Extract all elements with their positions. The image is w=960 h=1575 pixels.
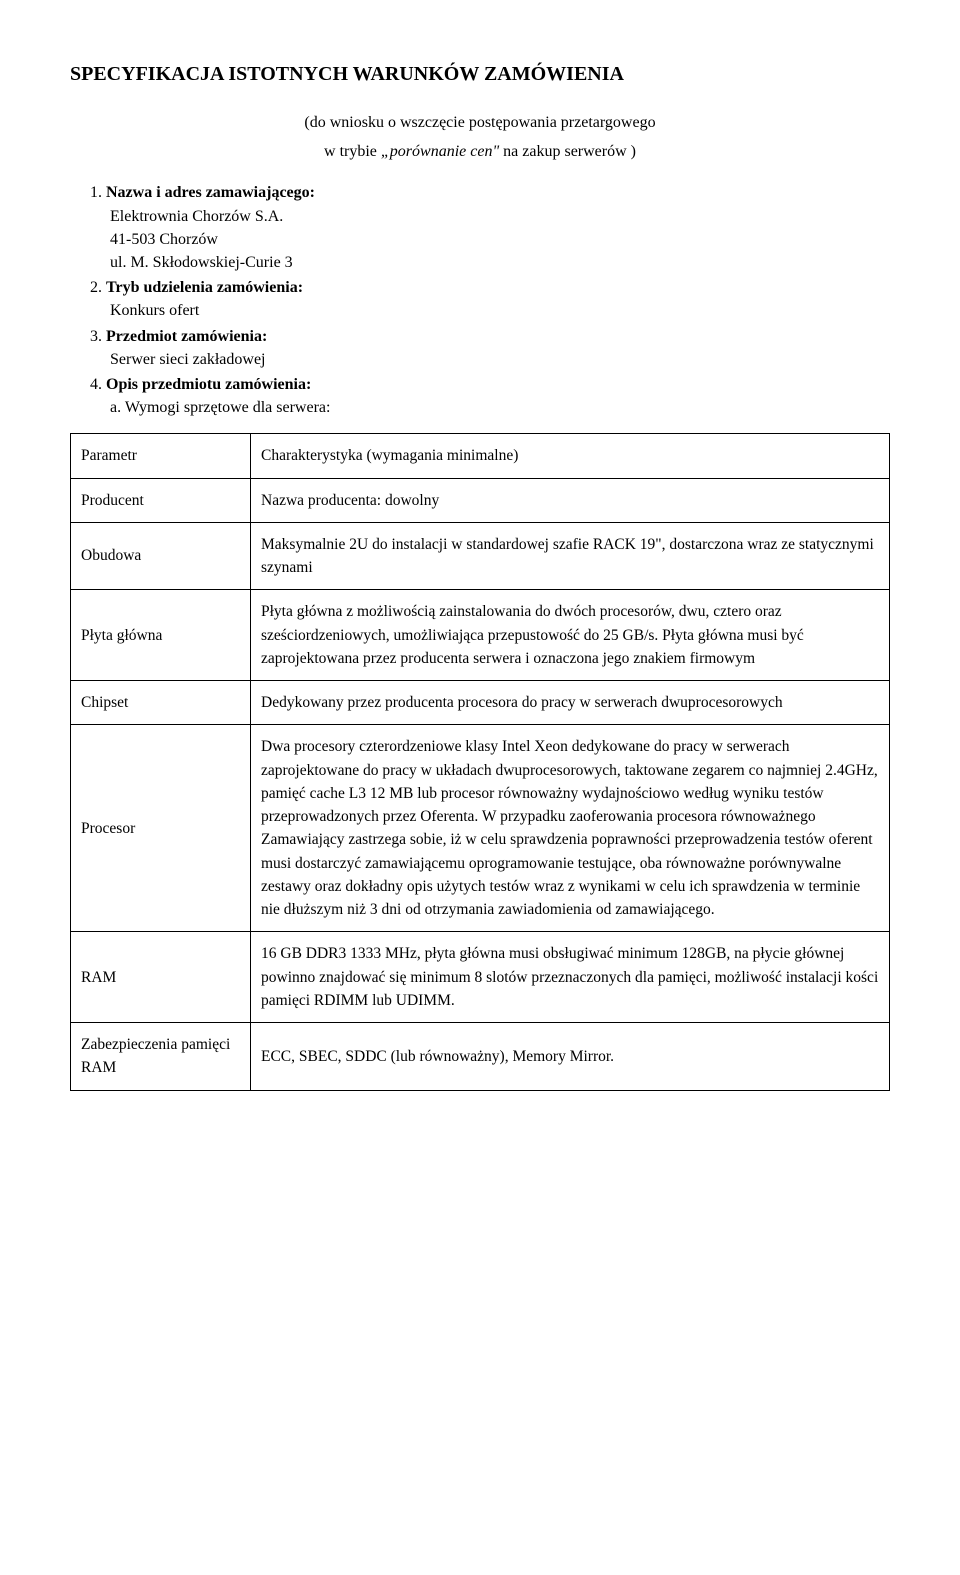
item-number: 2. [90, 279, 102, 296]
spec-value: Nazwa producenta: dowolny [251, 478, 890, 522]
subtitle-2-suffix: na zakup serwerów ) [499, 143, 636, 160]
street-address: ul. M. Skłodowskiej-Curie 3 [110, 251, 890, 274]
item-3-label: Przedmiot zamówienia: [106, 328, 267, 345]
item-number: 4. [90, 376, 102, 393]
item-1-label: Nazwa i adres zamawiającego: [106, 184, 315, 201]
postal-code: 41-503 Chorzów [110, 228, 890, 251]
subtitle-line-2: w trybie „porównanie cen" na zakup serwe… [70, 140, 890, 163]
document-title: SPECYFIKACJA ISTOTNYCH WARUNKÓW ZAMÓWIEN… [70, 60, 890, 89]
specification-table: Parametr Charakterystyka (wymagania mini… [70, 433, 890, 1090]
table-row: Procesor Dwa procesory czterordzeniowe k… [71, 725, 890, 932]
list-item-4: 4. Opis przedmiotu zamówienia: a. Wymogi… [90, 373, 890, 419]
item-number: 1. [90, 184, 102, 201]
table-row: Chipset Dedykowany przez producenta proc… [71, 681, 890, 725]
subtitle-2-prefix: w trybie [324, 143, 381, 160]
table-row: Parametr Charakterystyka (wymagania mini… [71, 434, 890, 478]
table-row: RAM 16 GB DDR3 1333 MHz, płyta główna mu… [71, 932, 890, 1023]
spec-label: Zabezpieczenia pamięci RAM [71, 1023, 251, 1091]
spec-label: Obudowa [71, 522, 251, 590]
item-4-label: Opis przedmiotu zamówienia: [106, 376, 311, 393]
company-name: Elektrownia Chorzów S.A. [110, 205, 890, 228]
spec-table-body: Parametr Charakterystyka (wymagania mini… [71, 434, 890, 1090]
item-3-content: Serwer sieci zakładowej [110, 348, 890, 371]
subject-text: Serwer sieci zakładowej [110, 348, 890, 371]
subtitle-2-italic: „porównanie cen" [381, 143, 499, 160]
spec-label: Płyta główna [71, 590, 251, 681]
spec-value: Charakterystyka (wymagania minimalne) [251, 434, 890, 478]
item-1-content: Elektrownia Chorzów S.A. 41-503 Chorzów … [110, 205, 890, 275]
item-number: 3. [90, 328, 102, 345]
spec-label: Producent [71, 478, 251, 522]
sub-item-4a-text: Wymogi sprzętowe dla serwera: [125, 399, 331, 416]
list-item-1: 1. Nazwa i adres zamawiającego: Elektrow… [90, 181, 890, 274]
table-row: Producent Nazwa producenta: dowolny [71, 478, 890, 522]
list-item-3: 3. Przedmiot zamówienia: Serwer sieci za… [90, 325, 890, 371]
sub-item-4a: a. Wymogi sprzętowe dla serwera: [110, 396, 890, 419]
spec-value: Dedykowany przez producenta procesora do… [251, 681, 890, 725]
spec-label: RAM [71, 932, 251, 1023]
sub-list-4: a. Wymogi sprzętowe dla serwera: [110, 396, 890, 419]
spec-value: Dwa procesory czterordzeniowe klasy Inte… [251, 725, 890, 932]
table-row: Płyta główna Płyta główna z możliwością … [71, 590, 890, 681]
procedure-type: Konkurs ofert [110, 299, 890, 322]
list-item-2: 2. Tryb udzielenia zamówienia: Konkurs o… [90, 276, 890, 322]
spec-value: Maksymalnie 2U do instalacji w standardo… [251, 522, 890, 590]
table-row: Obudowa Maksymalnie 2U do instalacji w s… [71, 522, 890, 590]
table-row: Zabezpieczenia pamięci RAM ECC, SBEC, SD… [71, 1023, 890, 1091]
item-2-label: Tryb udzielenia zamówienia: [106, 279, 303, 296]
spec-label: Chipset [71, 681, 251, 725]
spec-label: Parametr [71, 434, 251, 478]
spec-value: Płyta główna z możliwością zainstalowani… [251, 590, 890, 681]
subtitle-line-1: (do wniosku o wszczęcie postępowania prz… [70, 111, 890, 134]
spec-label: Procesor [71, 725, 251, 932]
sub-item-letter: a. [110, 399, 121, 416]
item-2-content: Konkurs ofert [110, 299, 890, 322]
spec-value: 16 GB DDR3 1333 MHz, płyta główna musi o… [251, 932, 890, 1023]
spec-value: ECC, SBEC, SDDC (lub równoważny), Memory… [251, 1023, 890, 1091]
main-list: 1. Nazwa i adres zamawiającego: Elektrow… [90, 181, 890, 419]
